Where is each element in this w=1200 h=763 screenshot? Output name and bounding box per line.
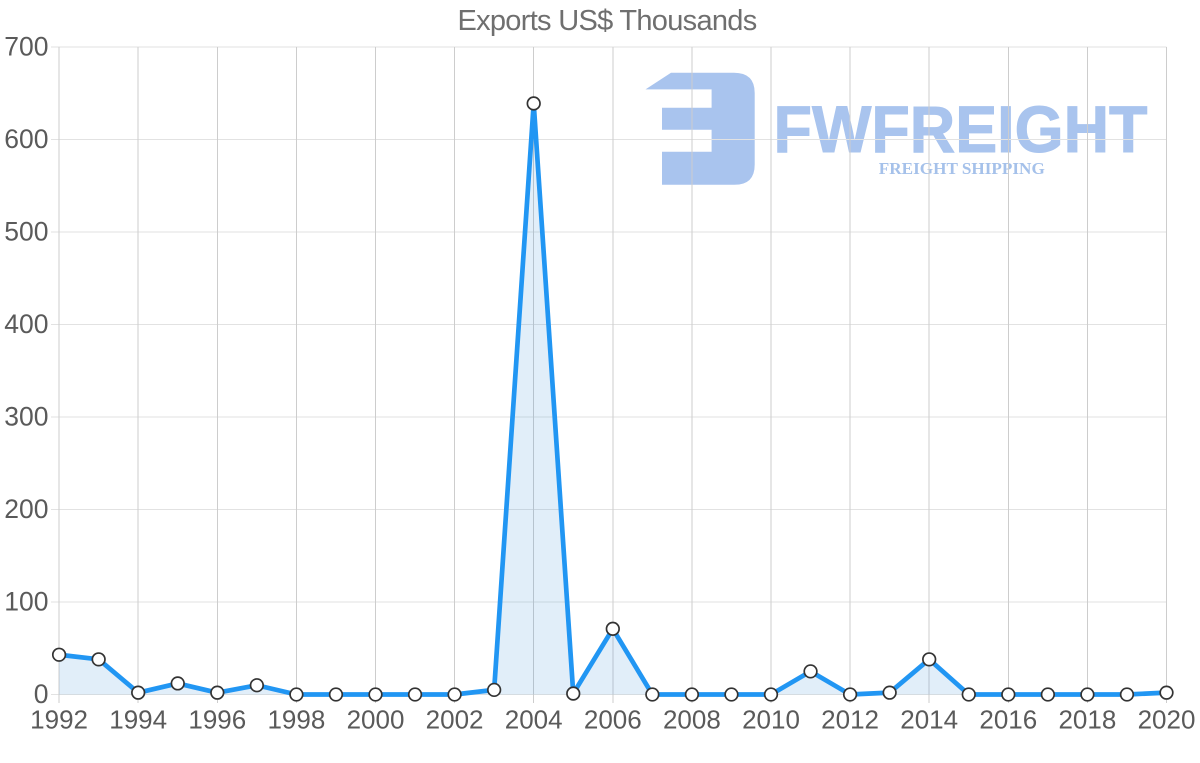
svg-text:700: 700	[4, 31, 48, 61]
svg-text:1992: 1992	[30, 705, 88, 735]
svg-text:1994: 1994	[109, 705, 167, 735]
svg-text:Exports US$ Thousands: Exports US$ Thousands	[457, 5, 756, 37]
svg-text:2010: 2010	[742, 705, 800, 735]
svg-text:200: 200	[4, 494, 48, 524]
svg-text:FWFREIGHT: FWFREIGHT	[774, 93, 1148, 166]
svg-text:2006: 2006	[584, 705, 642, 735]
svg-text:0: 0	[34, 679, 49, 709]
svg-text:2020: 2020	[1138, 705, 1196, 735]
svg-text:2018: 2018	[1058, 705, 1116, 735]
svg-text:600: 600	[4, 124, 48, 154]
svg-text:2004: 2004	[505, 705, 563, 735]
svg-text:2012: 2012	[821, 705, 879, 735]
svg-text:400: 400	[4, 309, 48, 339]
svg-text:300: 300	[4, 401, 48, 431]
svg-text:2002: 2002	[426, 705, 484, 735]
svg-text:2016: 2016	[979, 705, 1037, 735]
svg-text:FREIGHT SHIPPING: FREIGHT SHIPPING	[879, 159, 1045, 178]
svg-text:2008: 2008	[663, 705, 721, 735]
svg-text:2014: 2014	[900, 705, 958, 735]
svg-text:500: 500	[4, 216, 48, 246]
svg-text:1998: 1998	[267, 705, 325, 735]
svg-text:2000: 2000	[347, 705, 405, 735]
svg-text:1996: 1996	[188, 705, 246, 735]
svg-text:100: 100	[4, 586, 48, 616]
